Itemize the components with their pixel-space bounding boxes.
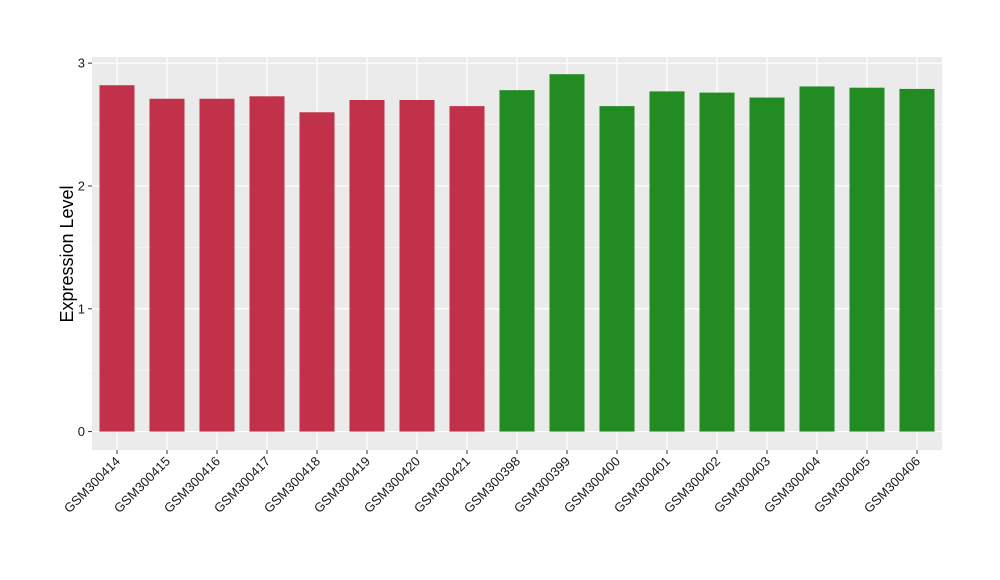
- bars: [99, 74, 935, 432]
- bar-GSM300417: [249, 96, 285, 432]
- bar-GSM300400: [599, 106, 635, 432]
- bar-GSM300399: [549, 74, 585, 432]
- y-axis: 0 1 2 3: [78, 56, 92, 439]
- bar-GSM300418: [299, 112, 335, 432]
- bar-GSM300420: [399, 99, 435, 432]
- bar-GSM300398: [499, 90, 535, 432]
- bar-GSM300421: [449, 106, 485, 432]
- bar-GSM300414: [99, 85, 135, 432]
- bar-GSM300406: [899, 88, 935, 432]
- bar-GSM300401: [649, 91, 685, 432]
- y-tick-label: 1: [78, 301, 85, 316]
- x-axis: GSM300414GSM300415GSM300416GSM300417GSM3…: [61, 450, 923, 516]
- bar-GSM300404: [799, 86, 835, 432]
- y-tick-label: 2: [78, 178, 85, 193]
- y-axis-title: Expression Level: [57, 185, 77, 322]
- y-tick-label: 3: [78, 56, 85, 71]
- bar-GSM300415: [149, 98, 185, 432]
- bar-GSM300402: [699, 92, 735, 432]
- bar-GSM300416: [199, 98, 235, 432]
- y-tick-label: 0: [78, 424, 85, 439]
- bar-GSM300419: [349, 99, 385, 432]
- bar-GSM300405: [849, 87, 885, 432]
- bar-GSM300403: [749, 97, 785, 432]
